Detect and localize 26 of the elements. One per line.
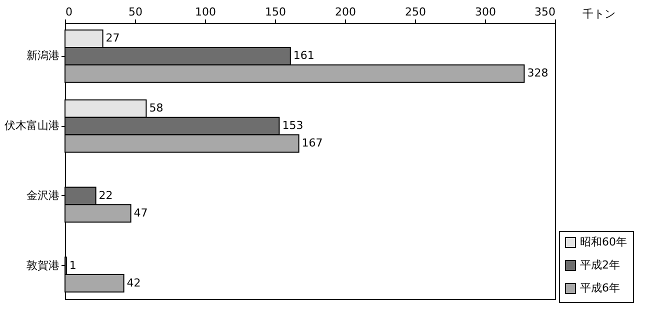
- data-label: 27: [106, 32, 120, 45]
- data-label: 22: [98, 188, 113, 202]
- x-axis-title: 千トン: [582, 8, 616, 20]
- data-label: 58: [149, 102, 164, 115]
- legend-label: 平成2年: [580, 258, 620, 272]
- data-label: 153: [282, 119, 304, 132]
- data-label: 161: [293, 49, 314, 62]
- x-tick-label: 350: [534, 6, 556, 18]
- x-tick-label: 100: [195, 6, 216, 18]
- y-tick-label: 新潟港: [26, 49, 60, 62]
- x-tick-label: 0: [66, 6, 72, 18]
- y-tick-label: 伏木富山港: [4, 119, 60, 132]
- x-tick-label: 200: [335, 6, 356, 18]
- x-tick-label: 250: [405, 6, 426, 18]
- x-tick-label: 50: [128, 6, 142, 18]
- data-label: 167: [302, 136, 323, 150]
- data-label: 47: [134, 206, 148, 220]
- data-label: 328: [527, 66, 548, 80]
- legend-label: 平成6年: [580, 282, 620, 294]
- y-tick-label: 敦賀港: [26, 258, 60, 272]
- data-label: 42: [126, 276, 141, 290]
- y-tick-label: 金沢港: [26, 188, 60, 202]
- data-label: 1: [69, 258, 76, 272]
- x-tick-label: 300: [475, 6, 496, 18]
- legend-label: 昭和60年: [580, 236, 627, 248]
- x-tick-label: 150: [265, 6, 286, 18]
